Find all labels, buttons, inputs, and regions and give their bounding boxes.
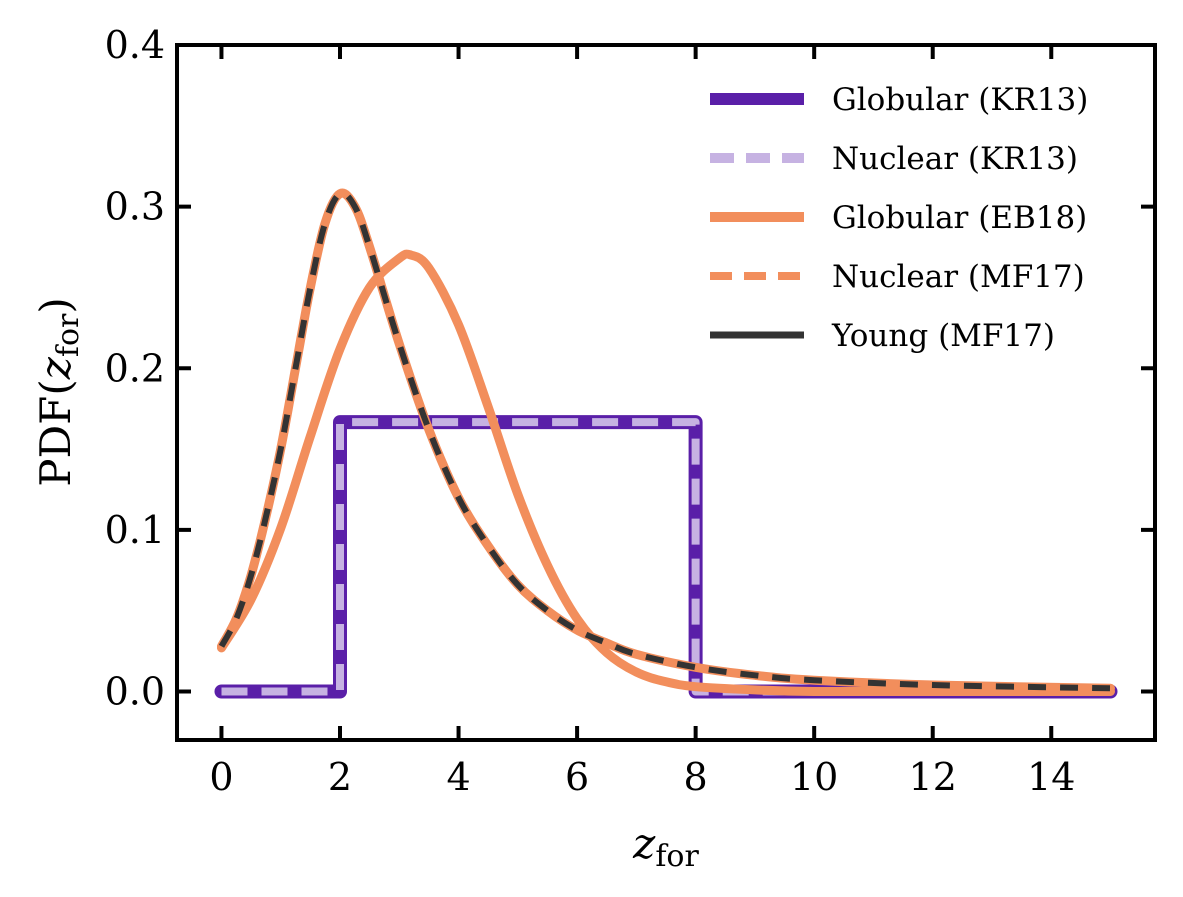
y-axis-label-prefix: PDF(: [31, 379, 80, 486]
x-tick-label: 10: [790, 755, 838, 799]
legend-label: Nuclear (KR13): [832, 141, 1078, 177]
series-nuclear-mf17: [217, 188, 1115, 693]
legend-item-nuclear-mf17: Nuclear (MF17): [710, 259, 1085, 295]
y-tick-label: 0.4: [105, 23, 165, 67]
legend-label: Globular (EB18): [832, 200, 1087, 236]
y-axis-label: PDF(zfor): [31, 297, 86, 487]
x-tick-label: 14: [1027, 755, 1075, 799]
legend: Globular (KR13) Nuclear (KR13) Globular (E…: [710, 82, 1088, 354]
y-axis-label-suffix: ): [31, 297, 80, 313]
y-axis-label-sub: for: [51, 313, 86, 357]
y-tick-label: 0.1: [105, 508, 165, 552]
legend-item-young-mf17: Young (MF17): [710, 318, 1055, 354]
series-nuclear-kr13: [221, 418, 1111, 696]
x-tick-label: 8: [684, 755, 708, 799]
series-globular-eb18: [217, 249, 1115, 697]
x-tick-label: 0: [209, 755, 233, 799]
plot-frame: [175, 43, 1157, 742]
y-tick-label: 0.0: [105, 670, 165, 714]
legend-item-nuclear-kr13: Nuclear (KR13): [710, 141, 1078, 177]
x-tick-label: 4: [446, 755, 470, 799]
y-tick-label: 0.2: [105, 346, 165, 390]
y-tick-label: 0.3: [105, 185, 165, 229]
legend-item-globular-kr13: Globular (KR13): [710, 82, 1088, 118]
x-axis-label: zfor: [632, 819, 699, 874]
x-tick-label: 12: [909, 755, 957, 799]
y-axis-label-base: z: [31, 356, 80, 380]
legend-item-globular-eb18: Globular (EB18): [710, 200, 1087, 236]
legend-label: Nuclear (MF17): [832, 259, 1085, 295]
x-tick-label: 6: [565, 755, 589, 799]
x-tick-label: 2: [328, 755, 352, 799]
ticks-layer: 0 2 4 6 8 10 12 14 0.0 0.1 0.2 0.3 0.4: [105, 23, 1155, 799]
series-layer: [214, 188, 1118, 699]
x-axis-label-base: z: [632, 819, 656, 868]
legend-label: Globular (KR13): [832, 82, 1088, 118]
series-globular-kr13: [214, 415, 1118, 699]
legend-label: Young (MF17): [831, 318, 1055, 354]
x-axis-label-sub: for: [655, 839, 699, 874]
